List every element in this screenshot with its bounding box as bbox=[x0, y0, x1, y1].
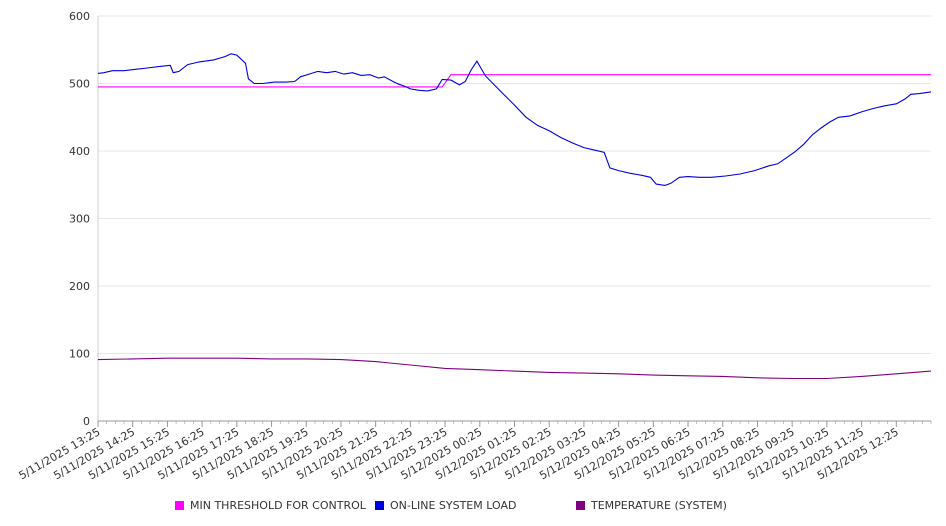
y-tick-label: 400 bbox=[69, 145, 90, 158]
legend: MIN THRESHOLD FOR CONTROL ON-LINE SYSTEM … bbox=[175, 499, 727, 512]
y-tick-label: 600 bbox=[69, 10, 90, 23]
y-axis: 0 100 200 300 400 500 600 bbox=[69, 10, 99, 428]
legend-swatch bbox=[576, 501, 585, 510]
y-tick-label: 500 bbox=[69, 78, 90, 91]
series-line-2 bbox=[98, 53, 931, 186]
series-line-1 bbox=[98, 74, 931, 88]
x-axis: 5/11/2025 13:255/11/2025 14:255/11/2025 … bbox=[17, 420, 932, 482]
y-tick-label: 100 bbox=[69, 348, 90, 361]
series-layer bbox=[98, 53, 931, 380]
legend-label: ON-LINE SYSTEM LOAD bbox=[390, 499, 516, 512]
legend-swatch bbox=[175, 501, 184, 510]
grid bbox=[98, 15, 931, 354]
legend-label: TEMPERATURE (SYSTEM) bbox=[590, 499, 727, 512]
legend-label: MIN THRESHOLD FOR CONTROL bbox=[190, 499, 367, 512]
y-tick-label: 300 bbox=[69, 213, 90, 226]
y-tick-label: 0 bbox=[83, 415, 90, 428]
y-tick-label: 200 bbox=[69, 280, 90, 293]
series-line-3 bbox=[98, 357, 931, 380]
legend-swatch bbox=[375, 501, 384, 510]
